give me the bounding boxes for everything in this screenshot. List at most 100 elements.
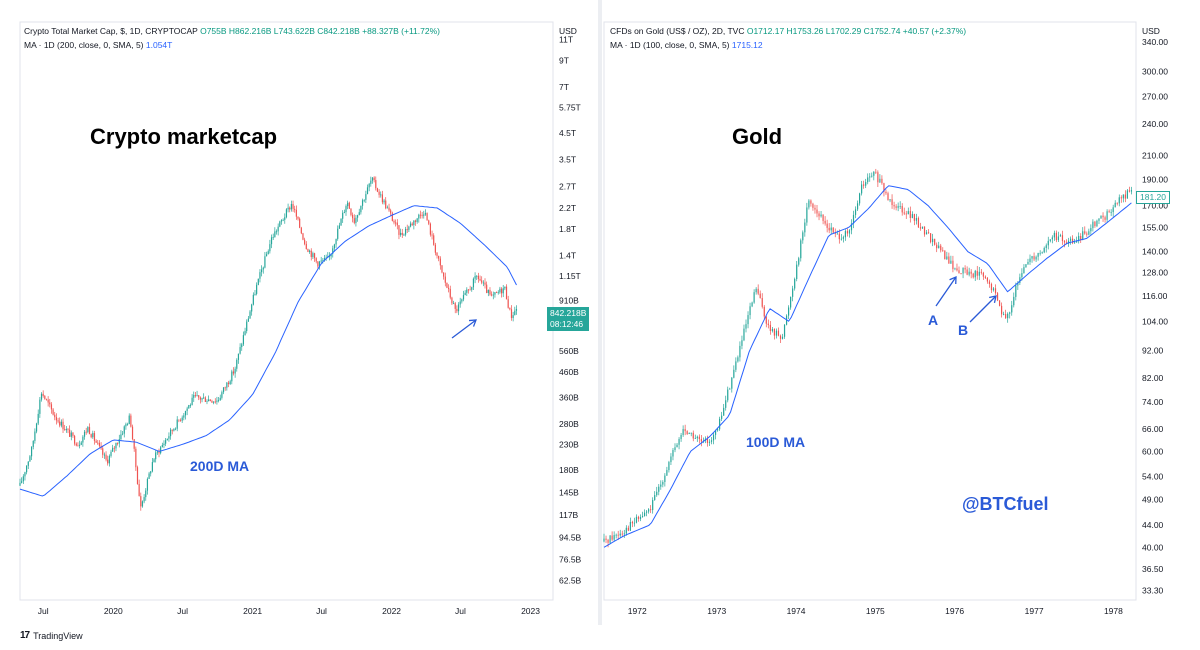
gold-candle-body (1015, 285, 1017, 297)
gold-candle-body (1053, 232, 1055, 238)
gold-y-tick-label: 116.00 (1142, 291, 1168, 301)
crypto-candle-body (37, 413, 39, 424)
gold-ma-legend-label[interactable]: MA · 1D (100, close, 0, SMA, 5) (610, 40, 730, 50)
crypto-candle-body (165, 440, 167, 444)
crypto-candle-body (131, 426, 134, 440)
gold-candle-body (743, 328, 745, 341)
crypto-candle-body (201, 398, 203, 400)
crypto-candle-body (328, 256, 331, 258)
crypto-candle-body (160, 447, 162, 454)
crypto-candle-body (507, 299, 509, 308)
gold-ma-legend-value: 1715.12 (731, 40, 763, 50)
crypto-candle-body (150, 471, 152, 474)
crypto-symbol-name[interactable]: Crypto Total Market Cap, $, 1D, CRYPTOCA… (24, 26, 198, 36)
crypto-candle-body (371, 177, 374, 181)
panel-divider[interactable] (598, 0, 602, 625)
crypto-candle-body (77, 445, 79, 447)
gold-candle-body (970, 271, 972, 274)
gold-arrow-a-head (949, 276, 957, 285)
crypto-candle-body (82, 436, 84, 443)
gold-candle-body (854, 209, 857, 215)
crypto-candle-body (102, 448, 104, 455)
gold-candle-body (710, 440, 713, 442)
gold-candle-body (974, 270, 976, 278)
crypto-candle-body (401, 232, 403, 235)
gold-candle-body (692, 432, 694, 439)
crypto-candle-body (178, 419, 180, 421)
gold-candle-body (1059, 235, 1062, 237)
gold-candle-body (826, 223, 828, 228)
gold-candle-body (960, 273, 962, 274)
crypto-candle-body (416, 218, 418, 222)
gold-candle-body (893, 205, 895, 207)
crypto-candle-body (439, 258, 441, 266)
gold-candle-body (751, 302, 753, 307)
crypto-candle-body (236, 359, 238, 369)
gold-candle-body (627, 527, 629, 531)
gold-candle-body (814, 207, 816, 210)
crypto-x-tick-label: Jul (455, 606, 466, 616)
crypto-candle-body (103, 454, 105, 456)
gold-candle-body (694, 438, 696, 439)
gold-candle-body (905, 213, 907, 215)
crypto-candle-body (317, 261, 319, 267)
gold-candle-body (731, 377, 733, 389)
crypto-candle-body (500, 288, 503, 294)
gold-candle-body (788, 307, 790, 316)
gold-candle-body (1009, 312, 1011, 314)
gold-candle-body (745, 324, 747, 329)
gold-symbol-name[interactable]: CFDs on Gold (US$ / OZ), 2D, TVC (610, 26, 745, 36)
crypto-ma-legend-label[interactable]: MA · 1D (200, close, 0, SMA, 5) (24, 40, 144, 50)
crypto-ma-line (19, 205, 517, 497)
gold-candle-body (903, 212, 905, 214)
crypto-candle-body (108, 455, 110, 464)
crypto-candle-body (112, 447, 114, 452)
crypto-y-tick-label: 7T (559, 82, 569, 92)
crypto-candle-body (454, 303, 456, 309)
gold-y-tick-label: 140.00 (1142, 246, 1168, 256)
crypto-candle-body (196, 395, 198, 396)
crypto-candle-body (406, 229, 408, 230)
crypto-candle-body (333, 244, 336, 249)
gold-candle-body (938, 245, 940, 249)
gold-candle-body (909, 211, 911, 218)
crypto-candle-body (118, 439, 120, 444)
gold-candle-body (1114, 202, 1116, 208)
gold-chart-panel[interactable]: USD 340.00 300.00 270.00 240.00 210.00 190.00 1… (602, 0, 1200, 625)
gold-y-tick-label: 44.00 (1142, 520, 1164, 530)
crypto-candle-body (194, 395, 197, 396)
gold-candle-body (828, 227, 830, 231)
crypto-candle-body (335, 238, 337, 245)
crypto-candle-body (482, 282, 484, 284)
crypto-candle-body (404, 229, 407, 235)
crypto-candle-body (486, 284, 488, 293)
gold-point-b-label: B (958, 322, 969, 338)
gold-candle-body (923, 226, 926, 235)
crypto-candle-body (320, 260, 322, 262)
crypto-candle-body (141, 501, 144, 507)
gold-candle-body (615, 534, 617, 536)
crypto-chart-panel[interactable]: USD 11T 9T 7T 5.75T 4.5T 3.5T 2.7T 2.2T 1.8T 1.4T 1… (0, 0, 598, 625)
crypto-candle-body (448, 287, 450, 289)
crypto-candle-body (313, 253, 316, 259)
tradingview-footer[interactable]: 17 TradingView (20, 630, 83, 641)
gold-candle-body (1124, 194, 1126, 199)
gold-candle-body (996, 293, 999, 301)
crypto-candle-body (140, 496, 142, 507)
gold-candle-body (1033, 256, 1035, 260)
gold-candle-body (911, 214, 913, 218)
crypto-candle-body (203, 397, 205, 399)
gold-y-tick-label: 49.00 (1142, 494, 1164, 504)
gold-last-price-tag: 181.20 (1136, 191, 1170, 204)
crypto-candle-body (338, 225, 340, 229)
gold-candle-body (1041, 252, 1043, 254)
gold-candle-body (660, 484, 662, 487)
crypto-candle-body (237, 353, 240, 360)
gold-candle-body (652, 500, 654, 511)
crypto-candle-body (451, 297, 453, 304)
crypto-x-tick-label: Jul (177, 606, 188, 616)
gold-x-tick-label: 1975 (866, 606, 885, 616)
gold-candle-body (698, 436, 700, 439)
